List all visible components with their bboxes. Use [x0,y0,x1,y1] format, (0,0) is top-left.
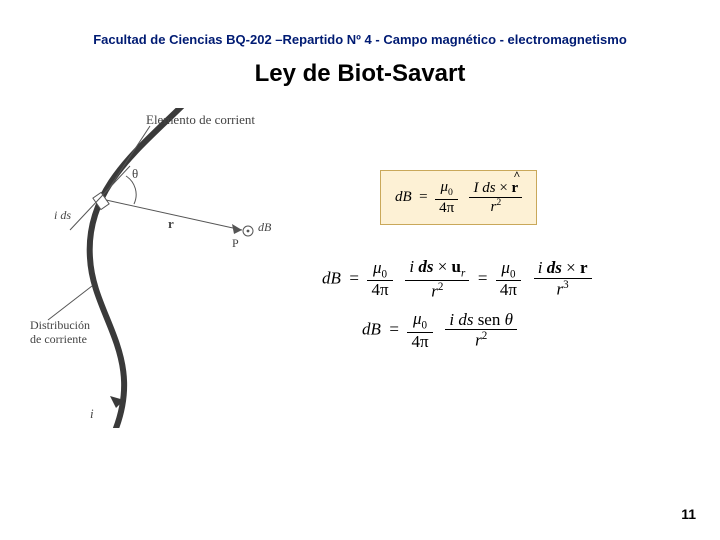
leader-elemento [108,126,150,190]
f1-frac-main-a: i ds × ur r2 [405,258,469,301]
leader-distribucion [48,286,92,320]
f1-eq2: = [478,268,488,287]
label-distribucion-2: de corriente [30,332,87,347]
formula-boxed: dB = μ0 4π I ds × r r2 [380,170,537,225]
label-distribucion-1: Distribución [30,318,90,333]
label-dB: dB [258,220,271,235]
page-number: 11 [681,506,696,522]
formula-line-1: dB = μ0 4π i ds × ur r2 = μ0 4π i ds × r… [322,258,592,301]
f2-eq: = [389,320,399,339]
f2-frac-main: i ds sen θ r2 [445,311,517,351]
label-r: r [168,216,174,232]
label-P: P [232,236,239,251]
r-vector-line [106,200,242,230]
f1-dB: dB [322,268,341,287]
current-curve [90,108,185,428]
label-theta: θ [132,166,138,182]
page-title: Ley de Biot-Savart [0,60,720,88]
f1-eq1: = [349,268,359,287]
slide-page: Facultad de Ciencias BQ-202 –Repartido N… [0,0,720,540]
formula-line-2: dB = μ0 4π i ds sen θ r2 [362,310,517,351]
tangent-line [70,166,130,230]
f2-frac-mu: μ0 4π [407,310,432,351]
f1-frac-mu-a: μ0 4π [367,259,392,300]
boxed-dB: dB [395,189,415,205]
point-p-dot [247,230,250,233]
boxed-frac-main: I ds × r r2 [469,180,522,215]
label-i: i [90,406,94,422]
boxed-frac-mu: μ0 4π [435,179,458,216]
header-text: Facultad de Ciencias BQ-202 –Repartido N… [0,32,720,47]
biot-savart-diagram: Elemento de corrient θ i ds r dB P Distr… [30,108,290,428]
label-elemento: Elemento de corrient [146,112,255,128]
f2-dB: dB [362,320,381,339]
boxed-eq: = [419,189,427,205]
r-arrowhead [232,224,242,234]
diagram-svg [30,108,290,428]
f1-frac-main-b: i ds × r r3 [534,259,592,299]
f1-frac-mu-b: μ0 4π [496,259,521,300]
label-i-ds: i ds [54,208,71,223]
